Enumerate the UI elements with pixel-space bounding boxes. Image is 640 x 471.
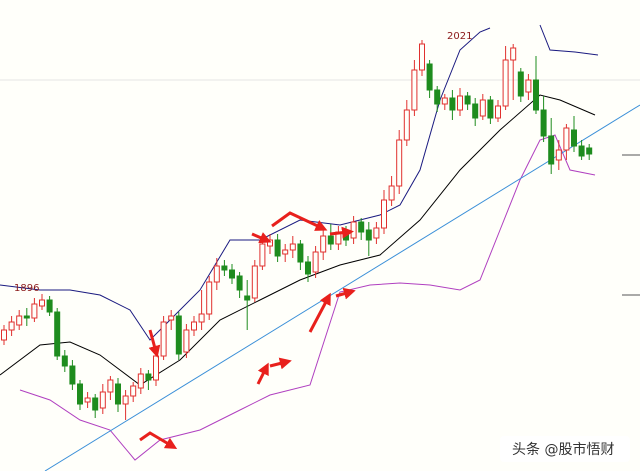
candle-body	[274, 239, 281, 257]
candle-body	[236, 275, 243, 291]
candle-body	[457, 95, 463, 111]
candle-body	[115, 383, 121, 405]
candle-body	[517, 71, 524, 97]
arrow	[139, 431, 178, 450]
candle-body	[8, 321, 15, 331]
candle-body	[419, 43, 425, 71]
candle-body	[229, 269, 235, 279]
trend-line	[44, 104, 640, 471]
candle-body	[320, 235, 327, 253]
candle-body	[54, 311, 61, 357]
candle-body	[472, 103, 479, 119]
candle-body	[23, 315, 30, 319]
candle-body	[441, 97, 448, 105]
arrow	[256, 362, 269, 385]
candle-body	[282, 249, 289, 255]
candle-body	[305, 261, 311, 275]
arrow	[269, 357, 292, 370]
candle-body	[373, 227, 380, 239]
candle-body	[388, 185, 395, 201]
watermark: 头条 @股市悟财	[512, 441, 614, 458]
low-label: 1896	[14, 283, 39, 294]
candle-body	[479, 99, 486, 117]
candle-body	[578, 145, 585, 157]
candle-body	[206, 281, 213, 315]
arrow	[271, 211, 328, 231]
arrow	[148, 329, 161, 358]
candle-body	[411, 69, 418, 111]
candle-body	[61, 355, 68, 367]
candle-body	[130, 385, 137, 397]
candle-body	[69, 365, 76, 385]
candle-body	[350, 221, 357, 239]
candle-body	[487, 99, 494, 119]
upper-band	[539, 24, 599, 56]
candle-body	[502, 59, 509, 107]
candle-body	[426, 63, 433, 91]
arrow	[251, 232, 272, 244]
candle-body	[289, 243, 296, 251]
candle-body	[510, 47, 517, 61]
candle-body	[168, 315, 175, 321]
candle-body	[358, 221, 365, 233]
candle-body	[495, 105, 501, 119]
candles	[1, 40, 593, 420]
candle-body	[16, 315, 23, 326]
candle-body	[396, 139, 403, 187]
candle-body	[84, 397, 91, 403]
candle-body	[145, 373, 152, 381]
high-label: 2021	[447, 31, 472, 42]
candle-body	[198, 313, 205, 323]
watermark-box	[500, 436, 630, 462]
candle-body	[122, 395, 129, 405]
candle-body	[191, 321, 197, 331]
candle-body	[297, 243, 304, 263]
candle-body	[77, 383, 83, 405]
candle-body	[267, 239, 273, 247]
candle-body	[46, 299, 53, 313]
arrows	[139, 211, 356, 450]
candle-body	[540, 109, 547, 137]
candle-body	[153, 355, 159, 381]
candle-body	[221, 265, 228, 271]
candle-body	[555, 149, 562, 161]
candle-body	[312, 251, 319, 273]
middle-band	[0, 94, 596, 386]
candle-body	[244, 295, 251, 301]
candle-body	[563, 127, 570, 151]
candle-body	[586, 147, 593, 155]
candle-body	[251, 265, 258, 299]
arrow	[329, 226, 354, 239]
candle-body	[92, 397, 99, 411]
candle-body	[464, 95, 471, 105]
candle-body	[39, 299, 45, 307]
candle-body	[327, 235, 334, 245]
candle-body	[548, 135, 555, 165]
candle-body	[137, 373, 144, 389]
candle-body	[99, 391, 106, 409]
candle-body	[571, 129, 577, 147]
candle-body	[365, 229, 372, 241]
candle-body	[213, 265, 220, 283]
arrow	[335, 287, 356, 300]
candle-body	[449, 97, 456, 111]
candle-body	[525, 79, 532, 93]
candle-body	[31, 303, 38, 319]
candle-body	[107, 379, 114, 393]
arrow	[308, 292, 331, 333]
candle-body	[1, 329, 7, 341]
candle-body	[381, 199, 387, 229]
candle-body	[533, 79, 539, 111]
candle-body	[183, 329, 190, 353]
candle-body	[259, 243, 266, 267]
candle-body	[403, 109, 410, 141]
candle-body	[434, 89, 441, 105]
candle-body	[175, 315, 182, 355]
candle-body	[160, 321, 167, 357]
